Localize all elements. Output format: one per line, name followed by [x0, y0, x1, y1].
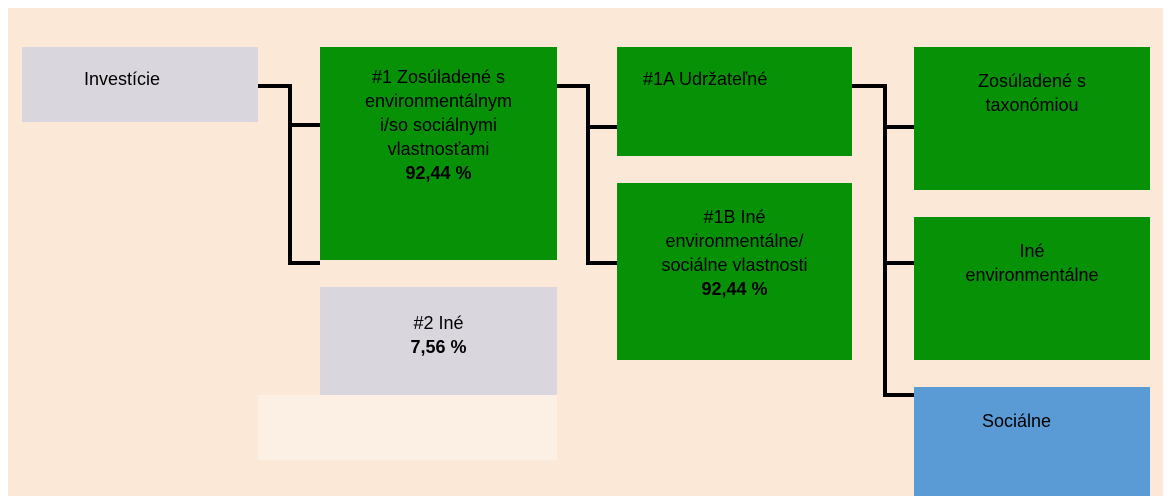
node-label-line: #1B Iné — [703, 207, 766, 227]
node-label-line: i/so sociálnymi — [379, 115, 498, 135]
node-social: Sociálne — [914, 387, 1150, 496]
node-label-line: sociálne vlastnosti — [661, 255, 808, 275]
node-label-line: environmentálne — [965, 265, 1099, 285]
node-aligned: #1 Zosúladené s environmentálnym i/so soci… — [320, 47, 557, 260]
node-label-line: #1 Zosúladené s — [371, 67, 506, 87]
node-other-environmental: Iné environmentálne — [914, 217, 1150, 360]
connector — [557, 84, 617, 265]
node-label-line: #2 Iné — [413, 313, 464, 333]
node-label-line: Iné — [1019, 241, 1045, 261]
node-value: 7,56 % — [410, 337, 467, 357]
node-other-characteristics: #1B Iné environmentálne/sociálne vlastnos… — [617, 183, 852, 360]
connector-group — [258, 84, 914, 397]
background-panel — [258, 395, 557, 460]
node-investments: Investície — [22, 47, 258, 122]
node-label-line: #1A Udržateľné — [643, 69, 768, 89]
node-other: #2 Iné 7,56 % — [320, 287, 557, 395]
node-label-line: Sociálne — [982, 411, 1052, 431]
node-sustainable: #1A Udržateľné — [617, 47, 852, 156]
node-label-line: environmentálnym — [364, 91, 513, 111]
node-label-line: vlastnosťami — [387, 139, 490, 159]
node-taxonomy: Zosúladené s taxonómiou — [914, 47, 1150, 190]
node-label-line: Zosúladené s — [977, 71, 1087, 91]
node-label-line: taxonómiou — [985, 95, 1079, 115]
node-label-line: environmentálne/ — [665, 231, 804, 251]
node-value: 92,44 % — [405, 163, 472, 183]
connector — [258, 84, 320, 265]
node-value: 92,44 % — [701, 279, 768, 299]
node-label-line: Investície — [84, 69, 161, 89]
connector — [852, 84, 914, 397]
